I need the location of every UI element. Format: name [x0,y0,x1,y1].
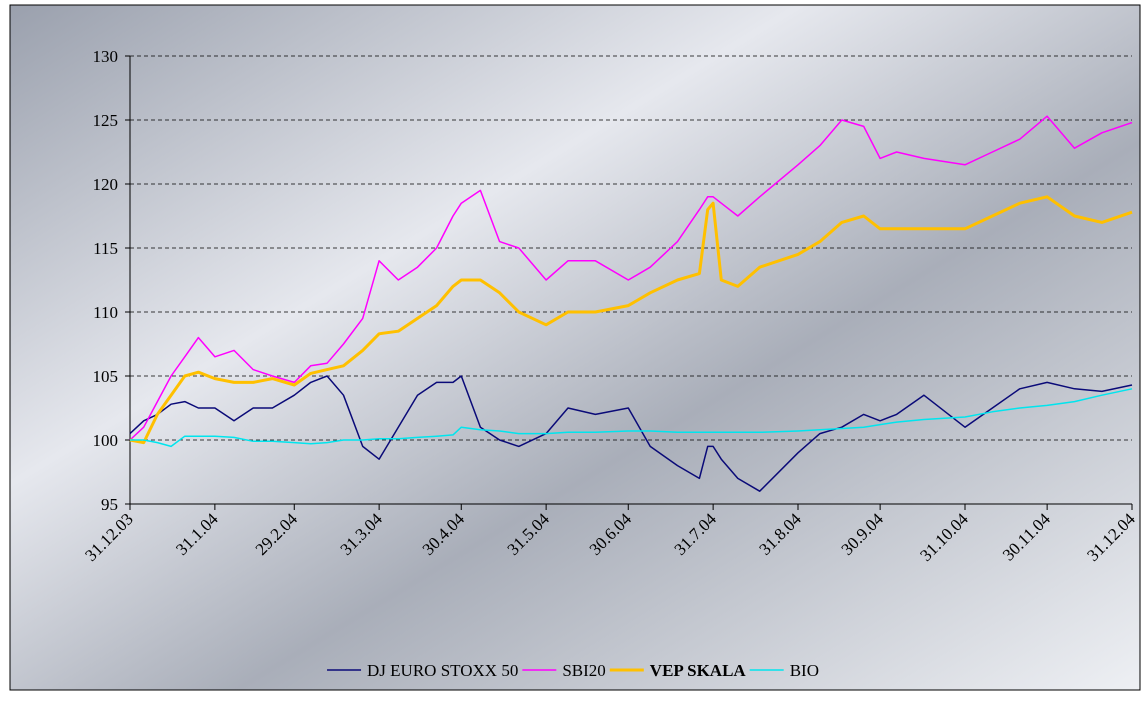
chart-background [9,4,1141,691]
legend-label: VEP SKALA [650,661,747,680]
y-tick-label: 125 [93,111,119,130]
legend-label: BIO [790,661,819,680]
y-tick-label: 115 [93,239,118,258]
y-tick-label: 120 [93,175,119,194]
y-tick-label: 110 [93,303,118,322]
y-tick-label: 95 [101,495,118,514]
series-line [129,375,1133,492]
y-tick-label: 100 [93,431,119,450]
series-line [130,388,1133,448]
legend-label: DJ EURO STOXX 50 [367,661,518,680]
legend-label: SBI20 [562,661,605,680]
y-tick-label: 105 [93,367,119,386]
series-line [129,195,1133,445]
series-line [129,115,1133,441]
y-tick-label: 130 [93,47,119,66]
